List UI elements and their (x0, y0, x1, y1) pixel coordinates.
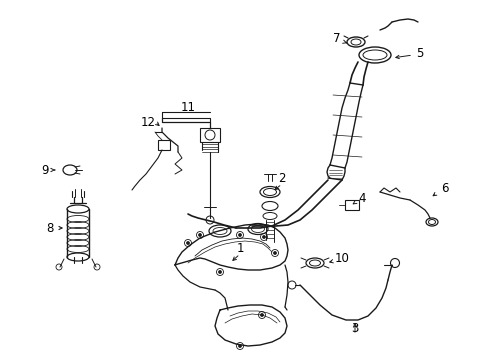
Circle shape (262, 235, 265, 239)
Text: 9: 9 (41, 163, 49, 176)
Text: 11: 11 (180, 100, 195, 113)
Ellipse shape (67, 205, 89, 213)
Ellipse shape (67, 253, 89, 261)
Bar (200, 128, 220, 142)
Circle shape (273, 252, 276, 255)
Circle shape (260, 314, 263, 316)
Text: 8: 8 (46, 221, 54, 234)
Text: 1: 1 (236, 242, 243, 255)
Text: 5: 5 (415, 46, 423, 59)
Text: 2: 2 (278, 171, 285, 185)
Circle shape (198, 234, 201, 237)
Circle shape (218, 270, 221, 274)
Text: 10: 10 (334, 252, 349, 265)
Bar (345, 200, 358, 210)
Text: 7: 7 (332, 32, 340, 45)
Text: 4: 4 (358, 192, 365, 204)
Bar (158, 140, 170, 150)
Circle shape (186, 242, 189, 244)
Text: 6: 6 (440, 181, 448, 194)
Text: 3: 3 (350, 321, 358, 334)
Circle shape (238, 234, 241, 237)
Text: 12: 12 (140, 116, 155, 129)
Circle shape (238, 345, 241, 347)
